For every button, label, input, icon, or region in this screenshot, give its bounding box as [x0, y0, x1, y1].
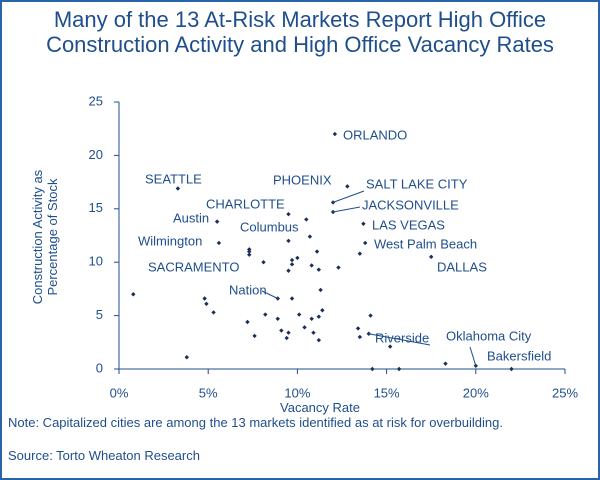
point	[252, 333, 257, 339]
point-label: Wilmington	[138, 233, 202, 248]
point-label: Nation	[229, 282, 267, 297]
point	[263, 312, 268, 317]
point	[247, 249, 252, 254]
point	[261, 260, 266, 265]
point	[357, 251, 363, 256]
point	[295, 255, 300, 261]
y-tick-label: 20	[89, 147, 103, 162]
point-label: Columbus	[240, 219, 299, 234]
point-label: PHOENIX	[273, 172, 332, 187]
point-label: Bakersfield	[487, 348, 551, 363]
point	[362, 240, 368, 246]
y-tick-label: 5	[96, 307, 103, 322]
x-tick-label: 15%	[374, 385, 400, 400]
point	[370, 366, 375, 372]
point	[289, 257, 295, 263]
point	[214, 219, 220, 224]
point	[275, 296, 280, 301]
point	[509, 366, 514, 372]
point-label: Austin	[173, 210, 209, 225]
y-tick-label: 10	[89, 254, 103, 269]
point-label: West Palm Beach	[374, 236, 477, 251]
point-label: Riverside	[375, 330, 429, 345]
point	[289, 262, 295, 267]
point	[336, 265, 341, 270]
y-tick-label: 15	[89, 200, 103, 215]
point	[309, 316, 314, 322]
note: Note: Capitalized cities are among the 1…	[8, 415, 503, 430]
point	[316, 314, 322, 319]
point	[429, 254, 434, 260]
point	[316, 337, 322, 343]
point	[286, 268, 291, 273]
point-label: Oklahoma City	[446, 328, 532, 343]
leader-line	[368, 333, 431, 346]
point	[131, 292, 136, 297]
point	[204, 301, 209, 307]
point	[175, 186, 181, 191]
chart-title: Many of the 13 At-Risk Markets Report Hi…	[46, 7, 554, 57]
point	[184, 355, 189, 360]
point	[314, 249, 320, 254]
point	[296, 312, 302, 317]
point	[307, 234, 313, 239]
point-label: JACKSONVILLE	[362, 197, 459, 212]
point-label: ORLANDO	[343, 127, 407, 142]
leader-line	[332, 206, 361, 213]
point	[320, 308, 325, 313]
x-tick-label: 10%	[284, 385, 310, 400]
point	[302, 325, 307, 330]
point	[247, 252, 252, 257]
point-label: LAS VEGAS	[372, 217, 445, 232]
point-label: CHARLOTTE	[206, 196, 285, 211]
point	[211, 310, 216, 315]
point	[286, 211, 291, 217]
point-label: SEATTLE	[145, 171, 202, 186]
point	[245, 319, 250, 325]
point	[332, 131, 338, 137]
x-tick-label: 20%	[463, 385, 489, 400]
point-label: SALT LAKE CITY	[366, 176, 468, 191]
point	[284, 335, 289, 341]
point	[443, 361, 448, 366]
leader-line	[261, 290, 278, 299]
point	[286, 238, 291, 244]
x-tick-label: 5%	[199, 385, 218, 400]
y-tick-label: 0	[96, 360, 103, 375]
point	[318, 287, 323, 293]
point	[289, 296, 295, 301]
x-axis-label: Vacancy Rate	[280, 400, 360, 415]
leader-line	[469, 346, 477, 366]
point	[387, 344, 393, 349]
point	[286, 330, 291, 335]
point	[275, 316, 280, 322]
point	[396, 366, 402, 372]
point	[355, 326, 361, 331]
leader-line	[332, 190, 365, 203]
point	[357, 334, 363, 340]
point	[202, 296, 207, 301]
x-tick-label: 25%	[552, 385, 578, 400]
point	[345, 184, 350, 189]
x-tick-label: 0%	[110, 385, 129, 400]
point-label: DALLAS	[437, 259, 487, 274]
point-label: SACRAMENTO	[148, 259, 240, 274]
y-tick-label: 25	[89, 93, 103, 108]
point	[304, 217, 309, 222]
point	[473, 363, 478, 368]
point	[216, 240, 222, 246]
point	[311, 330, 316, 335]
point	[279, 328, 284, 333]
point	[316, 267, 322, 272]
source: Source: Torto Wheaton Research	[8, 448, 200, 463]
point	[309, 263, 314, 268]
point	[366, 331, 371, 336]
point	[368, 313, 373, 318]
point	[361, 221, 366, 226]
